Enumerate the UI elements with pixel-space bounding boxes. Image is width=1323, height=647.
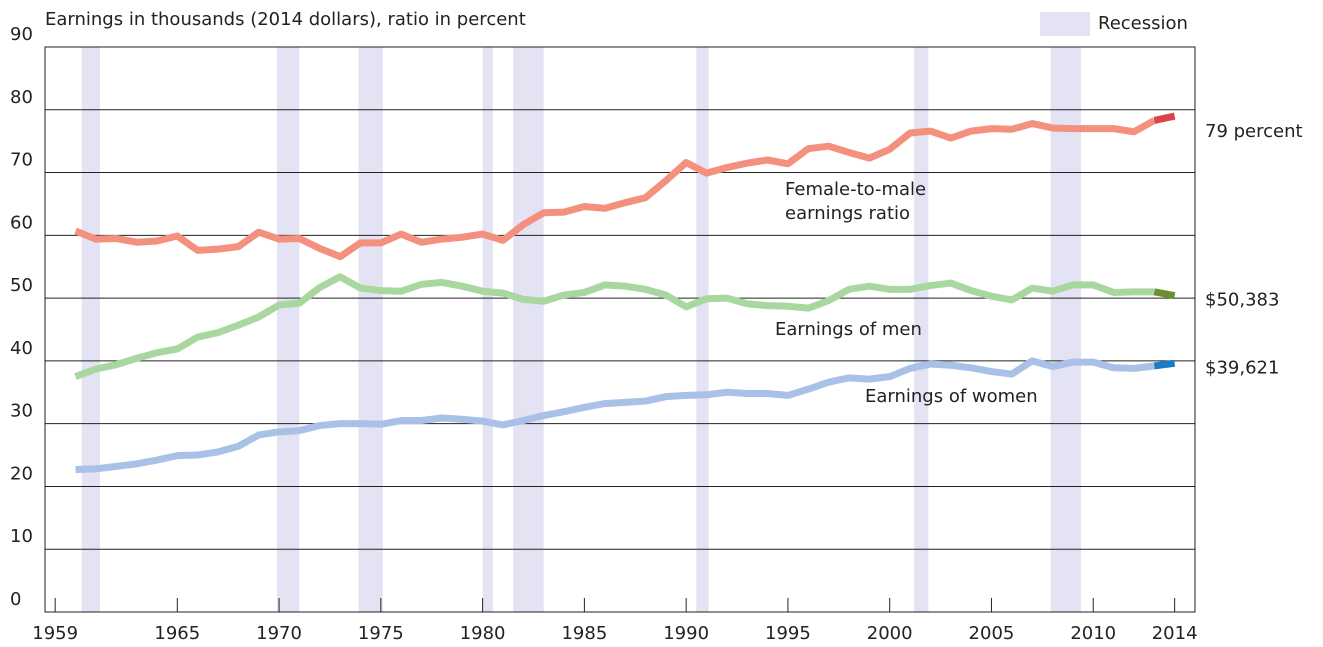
recession-band: [81, 47, 100, 612]
series-line-end: [1153, 112, 1176, 124]
x-tick-label: 1990: [663, 623, 709, 644]
plot-frame: [44, 46, 1196, 613]
x-tick-label: 2010: [1070, 623, 1116, 644]
end-label: $39,621: [1205, 357, 1279, 378]
x-tick-label: 2005: [969, 623, 1015, 644]
recession-band: [914, 47, 929, 612]
x-tick-label: 1959: [32, 623, 78, 644]
series-label: earnings ratio: [785, 203, 910, 224]
x-tick-label: 2014: [1152, 623, 1198, 644]
y-tick-label: 20: [10, 463, 33, 484]
series-label: Earnings of women: [865, 386, 1038, 407]
series-line-end: [1153, 288, 1176, 300]
series-line: [74, 117, 1156, 261]
end-label: 79 percent: [1205, 121, 1303, 142]
y-tick-label: 10: [10, 526, 33, 547]
y-tick-label: 70: [10, 150, 33, 171]
y-tick-label: 90: [10, 24, 33, 45]
series-line-end: [1153, 359, 1176, 370]
x-tick-label: 1980: [460, 623, 506, 644]
x-tick-label: 1985: [561, 623, 607, 644]
x-tick-label: 1995: [765, 623, 811, 644]
x-tick-label: 1975: [358, 623, 404, 644]
series-line: [74, 273, 1155, 380]
y-tick-label: 80: [10, 87, 33, 108]
x-tick-label: 1970: [256, 623, 302, 644]
recession-band: [513, 47, 544, 612]
recession-band: [1050, 47, 1082, 612]
recession-band: [358, 47, 383, 612]
legend-swatch: [1040, 12, 1090, 36]
recession-band: [482, 47, 493, 612]
recession-band: [696, 47, 709, 612]
series-label: Earnings of men: [775, 319, 922, 340]
x-tick-label: 2000: [867, 623, 913, 644]
y-tick-label: 30: [10, 401, 33, 422]
y-tick-label: 60: [10, 212, 33, 233]
end-label: $50,383: [1205, 290, 1279, 311]
y-tick-label: 0: [10, 589, 21, 610]
x-tick-label: 1965: [154, 623, 200, 644]
y-tick-label: 40: [10, 338, 33, 359]
series-line: [75, 357, 1155, 473]
axis-title: Earnings in thousands (2014 dollars), ra…: [45, 9, 526, 30]
recession-band: [277, 47, 300, 612]
y-tick-label: 50: [10, 275, 33, 296]
series-label: Female-to-male: [785, 179, 926, 200]
legend-label: Recession: [1098, 13, 1188, 34]
